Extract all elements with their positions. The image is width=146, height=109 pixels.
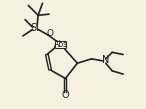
Text: N: N	[102, 55, 109, 66]
FancyBboxPatch shape	[56, 41, 66, 49]
Text: O: O	[62, 90, 69, 100]
Text: Si: Si	[30, 23, 39, 33]
Text: O: O	[46, 29, 53, 38]
Text: Abs: Abs	[54, 40, 68, 49]
